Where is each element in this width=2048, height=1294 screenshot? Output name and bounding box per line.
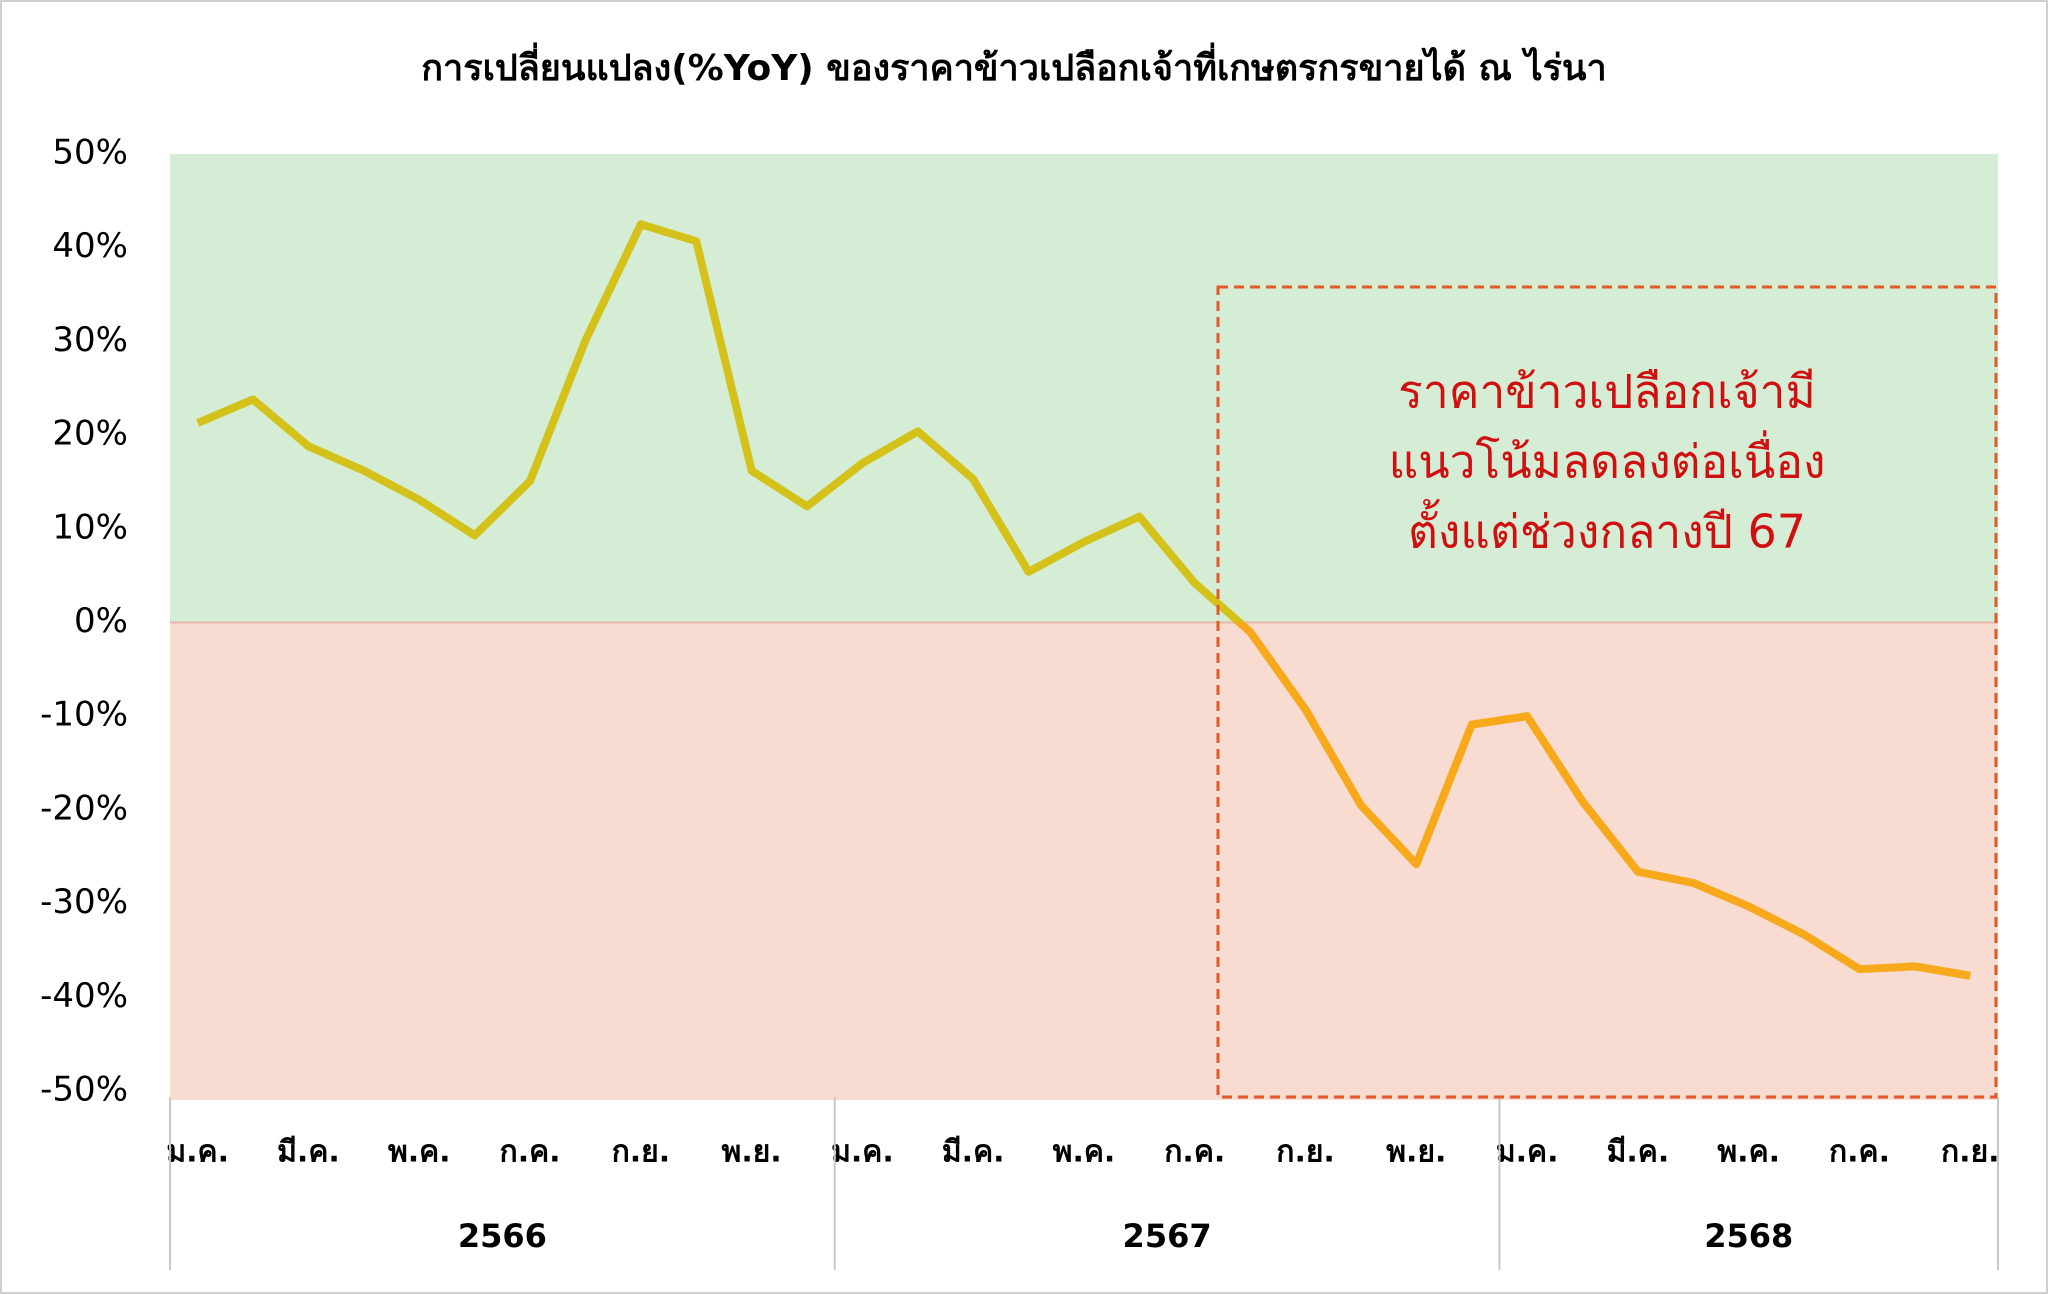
- x-tick-label: พ.ค.: [1053, 1135, 1116, 1170]
- x-tick-label: ก.ย.: [1941, 1135, 2000, 1170]
- x-tick-label: ม.ค.: [831, 1135, 894, 1170]
- x-tick-label: มี.ค.: [277, 1135, 340, 1170]
- y-tick-label: 20%: [52, 414, 128, 454]
- annotation-text: แนวโน้มลดลงต่อเนื่อง: [1389, 430, 1826, 489]
- x-tick-label: มี.ค.: [942, 1135, 1005, 1170]
- data-line: [196, 220, 1971, 980]
- x-tick-label: พ.ย.: [722, 1135, 782, 1170]
- year-label: 2567: [1123, 1217, 1212, 1255]
- year-label: 2566: [458, 1217, 547, 1255]
- x-tick-label: ก.ย.: [612, 1135, 671, 1170]
- y-tick-label: -40%: [40, 976, 128, 1016]
- y-tick-label: -10%: [40, 695, 128, 735]
- x-tick-label: ก.ค.: [500, 1135, 561, 1170]
- annotation-text: ราคาข้าวเปลือกเจ้ามี: [1398, 365, 1816, 419]
- y-tick-label: 0%: [74, 601, 128, 641]
- y-tick-label: -20%: [40, 788, 128, 828]
- x-tick-label: ม.ค.: [166, 1135, 229, 1170]
- x-tick-label: ก.ย.: [1276, 1135, 1335, 1170]
- x-tick-label: ก.ค.: [1164, 1135, 1225, 1170]
- annotation-text: ตั้งแต่ช่วงกลางปี 67: [1408, 499, 1806, 559]
- x-tick-label: พ.ค.: [1717, 1135, 1780, 1170]
- y-tick-label: 50%: [52, 133, 128, 173]
- chart-title: การเปลี่ยนแปลง(%YoY) ของราคาข้าวเปลือกเจ…: [421, 42, 1607, 89]
- year-label: 2568: [1704, 1217, 1793, 1255]
- x-tick-label: พ.ย.: [1386, 1135, 1446, 1170]
- annotation-box: [1216, 285, 1998, 1099]
- negative-band: [170, 622, 1998, 1100]
- x-tick-label: ก.ค.: [1829, 1135, 1890, 1170]
- y-tick-label: 30%: [52, 320, 128, 360]
- x-tick-label: พ.ค.: [388, 1135, 451, 1170]
- y-tick-label: 40%: [52, 226, 128, 266]
- x-tick-label: ม.ค.: [1496, 1135, 1559, 1170]
- x-tick-label: มี.ค.: [1607, 1135, 1670, 1170]
- y-tick-label: -50%: [40, 1070, 128, 1110]
- y-tick-label: -30%: [40, 882, 128, 922]
- y-tick-label: 10%: [52, 507, 128, 547]
